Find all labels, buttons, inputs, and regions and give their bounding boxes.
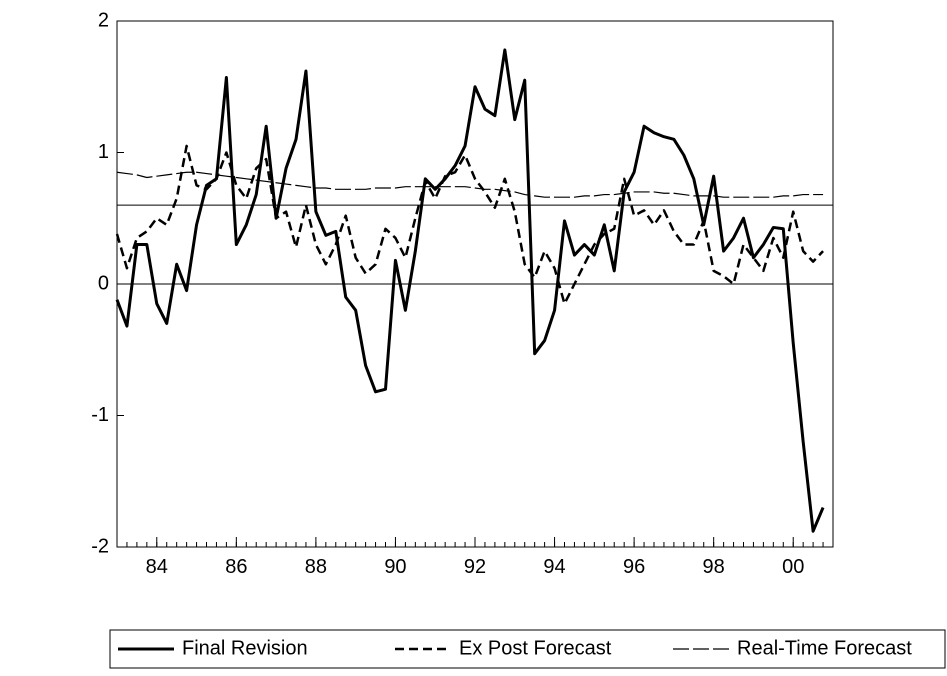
x-tick-label: 84 (146, 556, 168, 578)
x-tick-label: 92 (464, 556, 486, 578)
x-tick-label: 94 (543, 556, 565, 578)
x-tick-label: 86 (225, 556, 247, 578)
x-tick-label: 00 (782, 556, 804, 578)
legend-box (109, 629, 946, 669)
x-tick-label: 98 (703, 556, 725, 578)
legend-label: Final Revision (182, 637, 308, 659)
y-tick-label: -1 (91, 404, 109, 426)
legend-label: Ex Post Forecast (459, 637, 612, 659)
x-tick-label: 90 (384, 556, 406, 578)
series-line (115, 144, 824, 305)
series-line (115, 48, 825, 533)
legend-label: Real-Time Forecast (737, 637, 912, 659)
y-tick-label: -2 (91, 535, 109, 557)
y-tick-label: 2 (98, 9, 109, 31)
x-tick-label: 88 (305, 556, 327, 578)
series-line (116, 171, 824, 198)
y-tick-label: 0 (98, 272, 109, 294)
x-tick-label: 96 (623, 556, 645, 578)
y-tick-label: 1 (98, 141, 109, 163)
